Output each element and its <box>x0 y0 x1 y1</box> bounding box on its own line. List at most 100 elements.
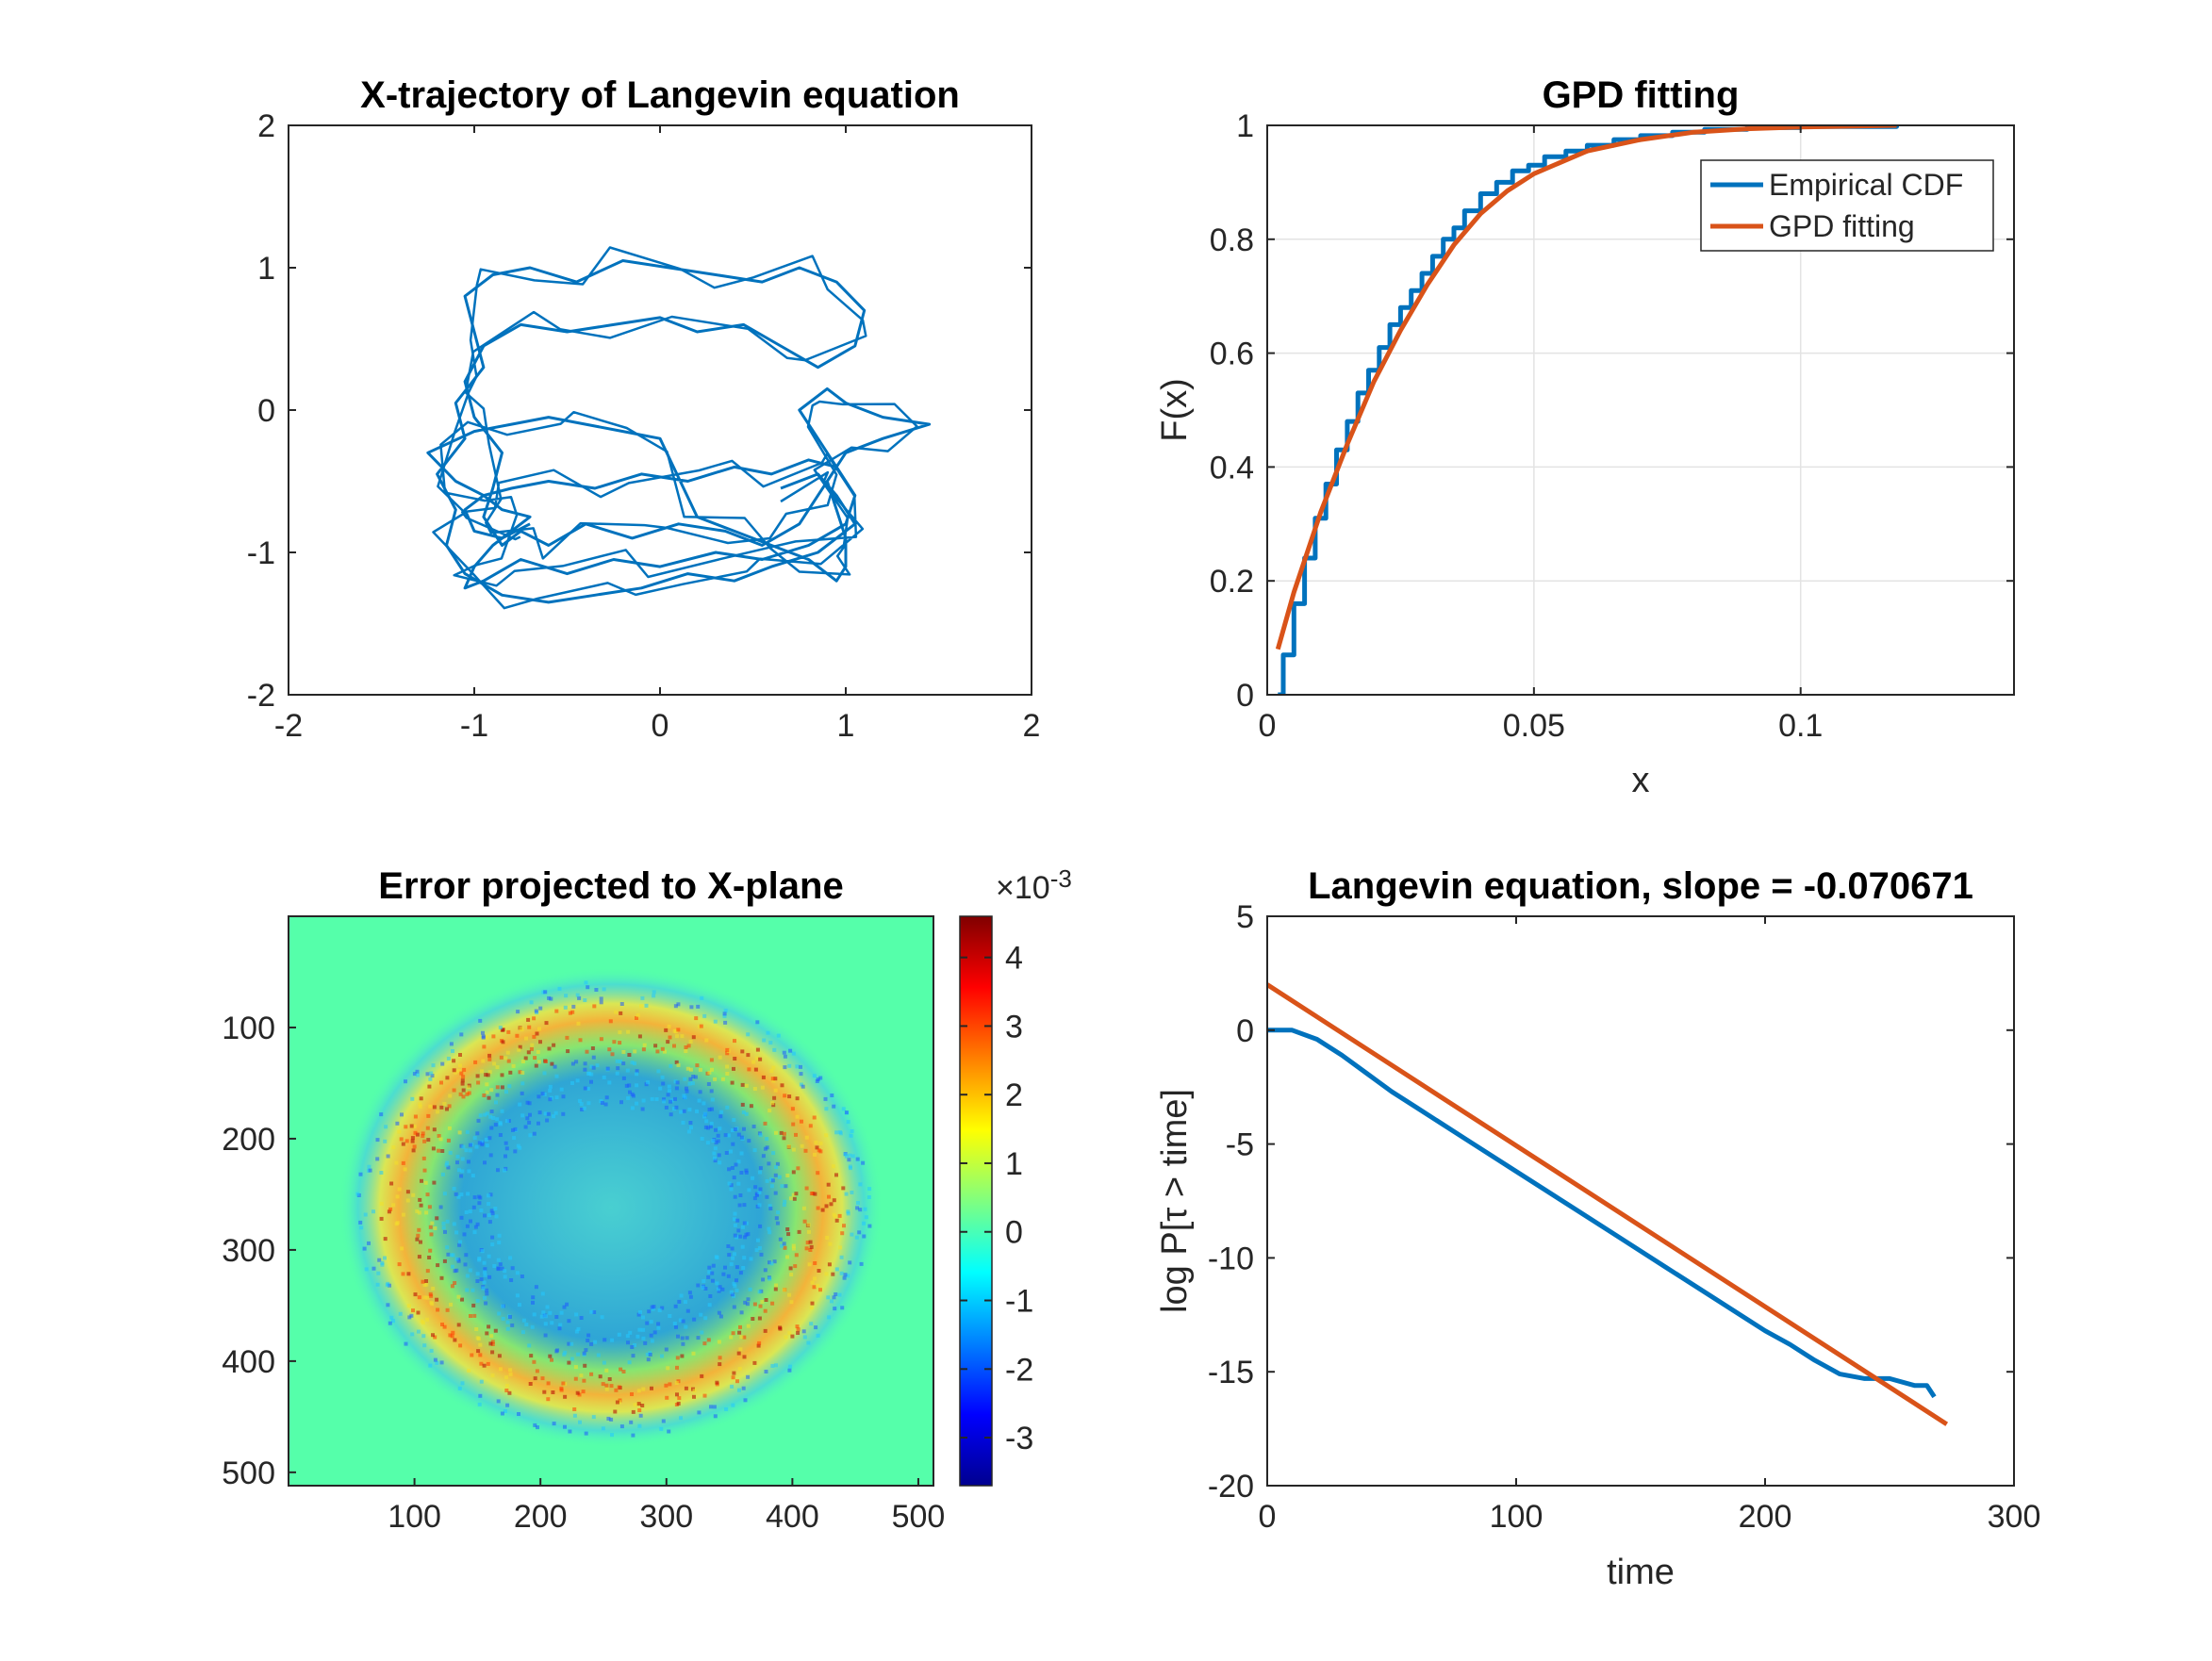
heatmap-speckle <box>496 1168 500 1173</box>
heatmap-speckle <box>737 1388 741 1392</box>
heatmap-speckle <box>397 1187 402 1192</box>
heatmap-speckle <box>476 1118 481 1123</box>
heatmap-speckle <box>575 993 580 997</box>
heatmap-speckle <box>544 1059 548 1063</box>
heatmap-speckle <box>404 1125 408 1129</box>
heatmap-speckle <box>507 1390 512 1395</box>
heatmap-speckle <box>649 1333 653 1338</box>
heatmap-speckle <box>495 1065 500 1070</box>
heatmap-speckle <box>498 1133 503 1137</box>
heatmap-speckle <box>468 1209 472 1214</box>
heatmap-speckle <box>415 1069 420 1074</box>
decay-title: Langevin equation, slope = -0.070671 <box>1308 865 1973 907</box>
heatmap-speckle <box>595 1063 600 1068</box>
heatmap-speckle <box>477 1201 482 1206</box>
heatmap-speckle <box>528 1112 532 1117</box>
heatmap-speckle <box>692 1389 697 1393</box>
heatmap-speckle <box>717 1340 721 1344</box>
heatmap-speckle <box>456 1194 461 1199</box>
heatmap-speckle <box>532 1034 536 1039</box>
heatmap-speckle <box>647 1309 652 1314</box>
heatmap-speckle <box>511 1063 516 1068</box>
heatmap-speckle <box>730 1166 735 1170</box>
heatmap-speckle <box>646 1080 651 1085</box>
heatmap-speckle <box>371 1266 376 1271</box>
heatmap-speckle <box>736 1351 741 1356</box>
heatmap-speckle <box>545 1118 550 1123</box>
heatmap-speckle <box>404 1079 407 1084</box>
heatmap-speckle <box>607 1047 612 1052</box>
heatmap-speckle <box>636 1013 640 1018</box>
heatmap-speckle <box>515 1293 520 1298</box>
heatmap-speckle <box>783 1199 787 1204</box>
heatmap-speckle <box>648 1353 652 1357</box>
heatmap-speckle <box>456 1323 461 1327</box>
heatmap-speckle <box>754 1248 759 1253</box>
heatmap-speckle <box>740 1082 745 1087</box>
heatmap-speckle <box>695 1063 700 1068</box>
heatmap-speckle <box>478 1018 483 1023</box>
heatmap-speckle <box>738 1234 743 1239</box>
heatmap-speckle <box>712 1405 717 1409</box>
heatmap-speckle <box>570 1010 575 1014</box>
heatmap-speckle <box>603 1338 607 1342</box>
heatmap-speckle <box>635 1069 639 1074</box>
heatmap-speckle <box>618 1030 622 1035</box>
heatmap-speckle <box>391 1319 395 1324</box>
heatmap-speckle <box>656 1069 661 1074</box>
heatmap-speckle <box>475 1222 480 1226</box>
heatmap-speckle <box>559 1310 564 1315</box>
heatmap-speckle <box>579 1102 584 1107</box>
heatmap-speckle <box>412 1144 417 1149</box>
heatmap-speckle <box>364 1267 369 1272</box>
heatmap-speckle <box>532 1312 536 1317</box>
heatmap-speckle <box>682 1109 686 1113</box>
heatmap-speckle <box>431 1286 436 1291</box>
heatmap-speckle <box>397 1129 402 1134</box>
heatmap-speckle <box>846 1120 850 1125</box>
heatmap-speckle <box>467 1169 471 1174</box>
heatmap-speckle <box>475 1279 480 1283</box>
heatmap-speckle <box>780 1184 784 1189</box>
heatmap-speckle <box>451 1264 454 1269</box>
heatmap-speckle <box>532 1131 536 1136</box>
heatmap-speckle <box>738 1271 743 1275</box>
heatmap-speckle <box>404 1139 409 1143</box>
heatmap-speckle <box>680 1354 685 1358</box>
trajectory-line <box>426 259 932 604</box>
heatmap-speckle <box>661 1081 666 1086</box>
heatmap-speckle <box>788 1048 793 1053</box>
heatmap-speckle <box>478 1353 483 1357</box>
heatmap-speckle <box>478 1393 483 1398</box>
heatmap-speckle <box>387 1209 391 1214</box>
heatmap-speckle <box>496 1266 501 1271</box>
heatmap-speckle <box>541 1310 546 1315</box>
heatmap-speckle <box>790 1107 795 1111</box>
heatmap-speckle <box>804 1186 809 1191</box>
heatmap-speckle <box>698 1090 702 1094</box>
heatmap-speckle <box>500 1028 504 1032</box>
heatmap-speckle <box>563 1005 568 1010</box>
heatmap-axes-box <box>288 915 934 1487</box>
heatmap-xtick-label: 500 <box>892 1499 946 1535</box>
heatmap-speckle <box>656 1325 661 1330</box>
heatmap-speckle <box>420 1178 423 1183</box>
heatmap-speckle <box>768 1204 772 1209</box>
heatmap-speckle <box>589 1341 594 1346</box>
heatmap-speckle <box>708 1294 713 1298</box>
heatmap-speckle <box>684 1324 688 1329</box>
heatmap-speckle <box>729 1290 734 1294</box>
heatmap-speckle <box>401 1160 405 1165</box>
heatmap-speckle <box>379 1201 384 1206</box>
heatmap-xtick-label: 400 <box>766 1499 819 1535</box>
heatmap-speckle <box>675 1080 680 1085</box>
heatmap-speckle <box>712 1156 717 1160</box>
heatmap-speckle <box>527 1101 532 1106</box>
heatmap-speckle <box>504 1119 509 1124</box>
heatmap-speckle <box>606 1416 611 1421</box>
colorbar-tick-label: -2 <box>1005 1352 1033 1388</box>
heatmap-speckle <box>722 1014 727 1018</box>
heatmap-speckle <box>609 1384 614 1389</box>
heatmap-speckle <box>490 1211 495 1216</box>
heatmap-speckle <box>367 1164 371 1169</box>
